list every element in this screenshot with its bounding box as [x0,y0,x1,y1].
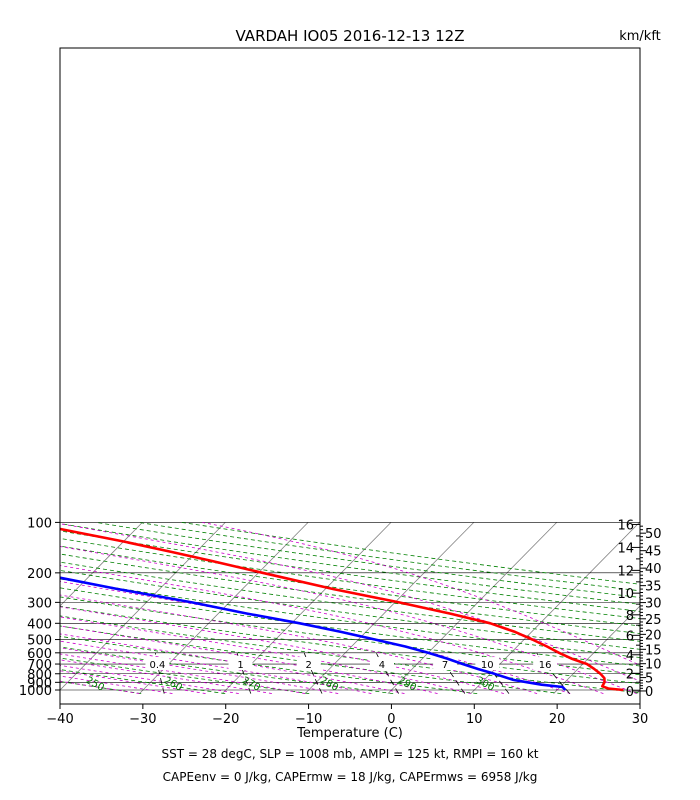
moist-adiabat-line [60,594,538,694]
dry-adiabat-line [60,561,640,642]
pressure-tick-label: 700 [27,658,52,673]
km-tick-label: 6 [626,629,634,644]
dry-adiabat-line [60,669,226,694]
mixing-ratio-label: 16 [539,660,552,671]
km-tick-label: 2 [626,667,634,682]
moist-adiabat-line [60,616,471,694]
isotherm-line [553,605,640,694]
km-tick-label: 14 [617,541,634,556]
moist-adiabat-line [60,565,604,694]
dewpoint-profile-line [60,576,567,691]
temperature-tick-label: 0 [387,712,395,727]
km-tick-label: 10 [617,587,634,602]
mixing-ratio-line [375,652,399,694]
mixing-ratio-label-bg [145,657,170,671]
pressure-tick-label: 800 [27,668,52,683]
isotherm-line [60,522,143,607]
moist-adiabat-line [60,546,637,694]
dry-adiabat-line [60,605,640,685]
moist-adiabat-line [60,653,306,694]
dry-adiabat-line [60,646,394,694]
mixing-ratio-label: 10 [481,660,494,671]
moist-adiabat-line [60,625,438,694]
temperature-tick-label: 30 [632,712,649,727]
kft-tick-label: 15 [645,643,662,658]
mixing-ratio-label-bg [369,657,394,671]
caption-cape: CAPEenv = 0 J/kg, CAPErmw = 18 J/kg, CAP… [163,770,538,784]
chart-title: VARDAH IO05 2016-12-13 12Z [236,27,465,45]
pressure-tick-label: 900 [27,676,52,691]
temperature-profile-line [60,527,624,692]
pressure-tick-label: 400 [27,617,52,632]
temperature-tick-label: −40 [46,712,73,727]
mixing-ratio-label-bg [475,657,500,671]
kft-tick-label: 10 [645,658,662,673]
temperature-tick-label: −30 [129,712,156,727]
isotherm-line [304,522,475,694]
moist-adiabat-line [202,522,640,666]
mixing-ratio-label: 0.4 [149,660,165,671]
temperature-tick-label: −10 [295,712,322,727]
mixing-ratio-label: 4 [379,660,385,671]
km-tick-label: 0 [626,685,634,700]
pressure-tick-label: 600 [27,647,52,662]
pressure-tick-label: 500 [27,634,52,649]
x-axis-label: Temperature (C) [296,726,403,741]
dry-adiabat-line [60,578,640,658]
kft-tick-label: 45 [645,545,662,560]
temperature-tick-label: −20 [212,712,239,727]
mixing-ratio-label-bg [296,657,321,671]
mixing-ratio-label: 1 [237,660,243,671]
mixing-ratio-label: 2 [306,660,312,671]
isotherm-line [60,522,226,691]
height-axis-label: km/kft [619,29,661,44]
pressure-tick-label: 1000 [19,684,52,699]
km-tick-label: 8 [626,609,634,624]
kft-tick-label: 50 [645,527,662,542]
dry-adiabat-line [60,570,640,650]
pressure-tick-label: 200 [27,567,52,582]
dry-adiabat-line [60,553,640,634]
profiles-layer [60,527,624,692]
mixing-ratio-label-bg [533,657,558,671]
temperature-tick-label: 10 [466,712,483,727]
moist-adiabat-line [60,633,405,694]
kft-tick-label: 5 [645,672,653,687]
pressure-tick-label: 100 [27,516,52,531]
mixing-ratio-label: 7 [442,660,448,671]
kft-tick-label: 20 [645,628,662,643]
kft-tick-label: 40 [645,562,662,577]
dry-adiabat-line [60,615,640,694]
mixing-ratio-line [437,652,466,694]
isotherm-line [387,522,557,694]
plot-frame [59,47,641,705]
dry-adiabat-line [60,625,562,694]
mixing-ratio-line [479,652,510,694]
km-tick-label: 12 [617,564,634,579]
mixing-ratio-label-bg [228,657,253,671]
kft-tick-label: 35 [645,580,662,595]
temperature-tick-label: 20 [549,712,566,727]
caption-sst: SST = 28 degC, SLP = 1008 mb, AMPI = 125… [161,747,538,761]
moist-adiabat-line [60,659,272,694]
moist-adiabat-line [60,523,640,682]
km-tick-label: 16 [617,518,634,533]
pressure-tick-label: 300 [27,596,52,611]
dry-adiabat-line [60,635,478,694]
kft-tick-label: 25 [645,613,662,628]
km-tick-label: 4 [626,649,634,664]
kft-tick-label: 30 [645,597,662,612]
kft-tick-label: 0 [645,685,653,700]
dry-adiabat-line [60,587,640,667]
